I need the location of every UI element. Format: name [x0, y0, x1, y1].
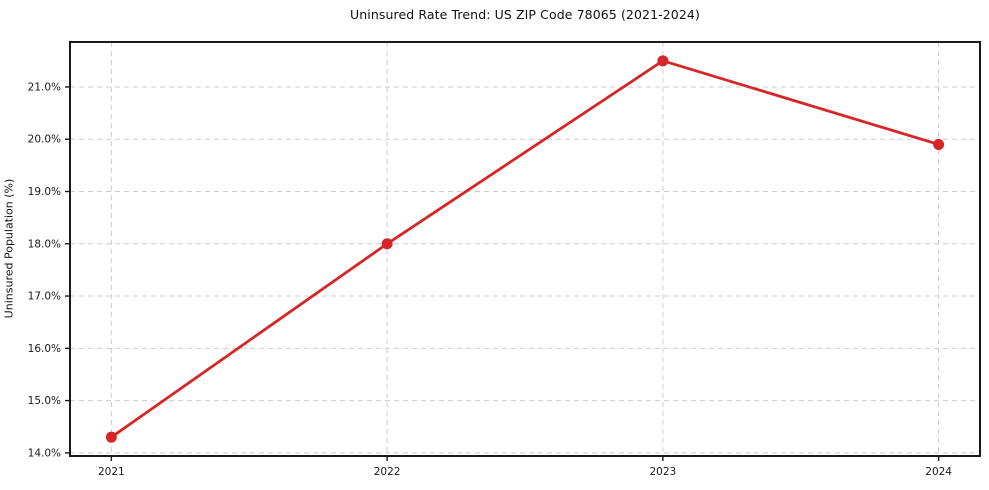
data-point-marker: [105, 431, 117, 443]
y-tick-label: 20.0%: [28, 134, 61, 146]
x-tick-label: 2022: [374, 466, 401, 478]
data-point-marker: [657, 55, 669, 67]
y-tick-label: 21.0%: [28, 81, 61, 93]
y-tick-label: 18.0%: [28, 238, 61, 250]
y-tick-label: 15.0%: [28, 395, 61, 407]
plot-border: [69, 41, 981, 457]
y-tick-label: 14.0%: [28, 447, 61, 459]
y-tick-label: 17.0%: [28, 291, 61, 303]
x-tick-label: 2021: [98, 466, 125, 478]
data-point-marker: [381, 238, 393, 250]
x-tick-label: 2024: [925, 466, 952, 478]
x-tick-label: 2023: [650, 466, 677, 478]
trend-line: [109, 59, 941, 439]
y-tick-label: 16.0%: [28, 343, 61, 355]
data-point-marker: [933, 138, 945, 150]
chart-title: Uninsured Rate Trend: US ZIP Code 78065 …: [350, 7, 700, 22]
y-tick-label: 19.0%: [28, 186, 61, 198]
